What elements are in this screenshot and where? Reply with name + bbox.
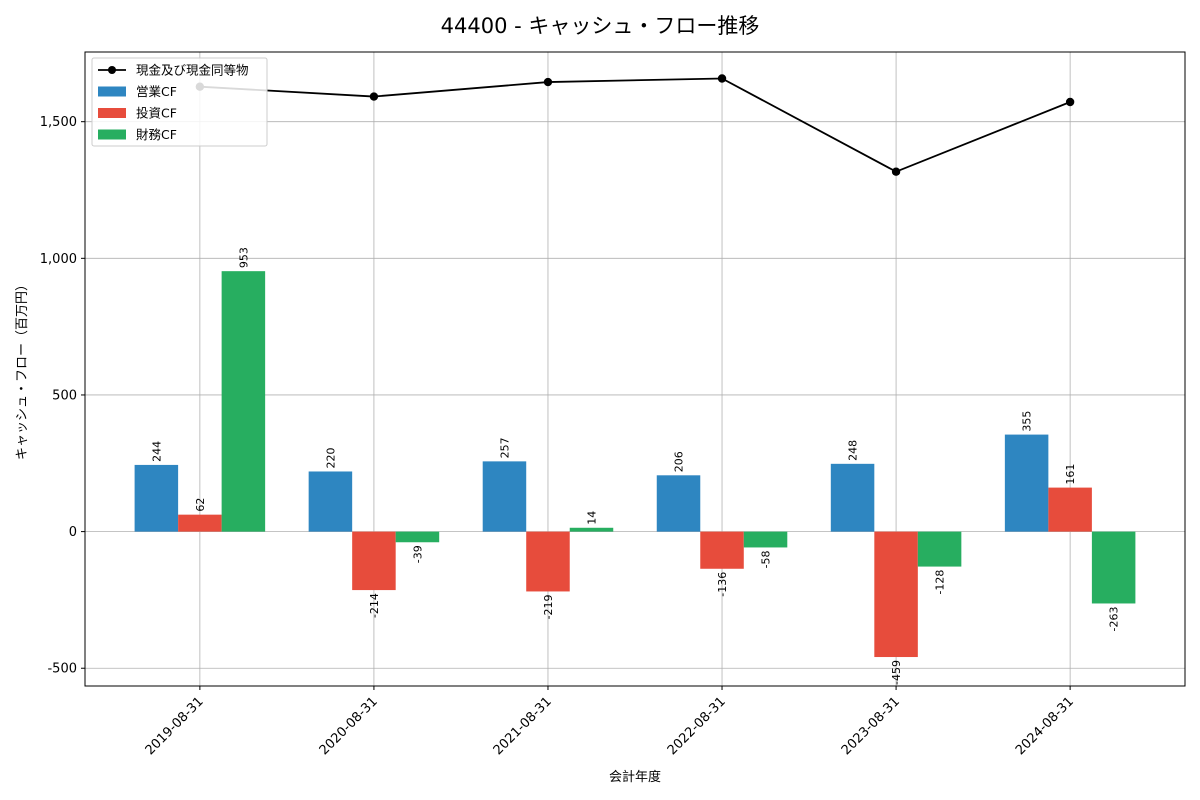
cash-point — [717, 74, 727, 83]
y-tick-label: -500 — [47, 662, 77, 677]
bar-data-label: 161 — [1064, 464, 1077, 485]
y-axis: -500 0 500 1,000 1,500 — [40, 115, 85, 677]
bar — [482, 461, 527, 532]
x-tick-label: 2019-08-31 — [143, 694, 207, 758]
cash-line — [199, 77, 1071, 173]
bar — [308, 471, 353, 532]
y-tick-label: 0 — [69, 525, 77, 540]
x-tick-label: 2024-08-31 — [1013, 694, 1077, 758]
bar-data-label: 206 — [673, 451, 686, 472]
bar — [917, 531, 962, 567]
legend-marker — [108, 66, 116, 74]
bar — [1004, 434, 1049, 532]
y-tick-label: 500 — [52, 388, 77, 403]
bar-data-label: -58 — [760, 550, 773, 568]
bar — [830, 463, 875, 532]
legend-entry-label: 投資CF — [136, 106, 177, 121]
x-tick-label: 2023-08-31 — [839, 694, 903, 758]
y-tick-label: 1,500 — [40, 115, 77, 130]
bar — [1048, 487, 1092, 532]
bar — [395, 531, 440, 543]
bar-data-label: -219 — [542, 594, 555, 619]
data-labels: 244 220 257 206 248 355 62 -214 -219 -136 -459 161 9… — [150, 247, 1120, 685]
legend-entry-label: 現金及び現金同等物 — [136, 63, 249, 78]
bar-data-label: 953 — [237, 247, 250, 268]
plot-frame — [84, 51, 1186, 687]
bar — [1091, 531, 1136, 604]
bar — [134, 464, 179, 532]
cash-point — [891, 167, 901, 176]
bar-data-label: 244 — [150, 441, 163, 462]
bar-data-label: 220 — [324, 447, 337, 468]
y-axis-label: キャッシュ・フロー（百万円） — [15, 278, 30, 460]
y-tick-label: 1,000 — [40, 252, 77, 267]
line-series — [195, 74, 1075, 176]
legend-bar-swatch — [98, 86, 126, 97]
bar-data-label: -459 — [890, 660, 903, 685]
x-axis: 2019-08-31 2020-08-31 2021-08-31 2022-08-31… — [143, 686, 1077, 758]
bar-data-label: -128 — [934, 570, 947, 595]
bar-data-label: 62 — [194, 498, 207, 512]
chart-title: 44400 - キャッシュ・フロー推移 — [441, 14, 760, 38]
bar-series — [134, 271, 1136, 658]
legend-bar-swatch — [98, 108, 126, 118]
legend-bar-swatch — [98, 129, 126, 140]
bar — [178, 514, 222, 532]
x-tick-label: 2022-08-31 — [665, 694, 729, 758]
cash-point — [543, 77, 553, 87]
bar-data-label: -136 — [716, 572, 729, 597]
legend-entry-label: 財務CF — [136, 127, 177, 142]
bar-data-label: -39 — [411, 545, 424, 563]
legend-entry-label: 営業CF — [136, 84, 177, 99]
bar-data-label: 14 — [585, 511, 598, 525]
bar — [526, 531, 570, 592]
bar — [874, 531, 918, 658]
x-axis-label: 会計年度 — [609, 769, 661, 785]
bar — [700, 531, 744, 569]
cash-point — [1065, 97, 1075, 107]
bar — [656, 475, 701, 532]
bar-data-label: 248 — [847, 440, 860, 461]
bar-data-label: 355 — [1021, 411, 1034, 432]
cash-point — [369, 92, 379, 101]
x-tick-label: 2020-08-31 — [317, 694, 381, 758]
bar — [221, 271, 266, 532]
legend-box — [91, 57, 268, 147]
bar-data-label: 257 — [498, 437, 511, 458]
x-tick-label: 2021-08-31 — [491, 694, 555, 758]
bar-data-label: -263 — [1108, 606, 1121, 631]
bar — [569, 527, 614, 532]
bar — [743, 531, 788, 548]
bar — [352, 531, 396, 591]
bar-data-label: -214 — [368, 593, 381, 618]
